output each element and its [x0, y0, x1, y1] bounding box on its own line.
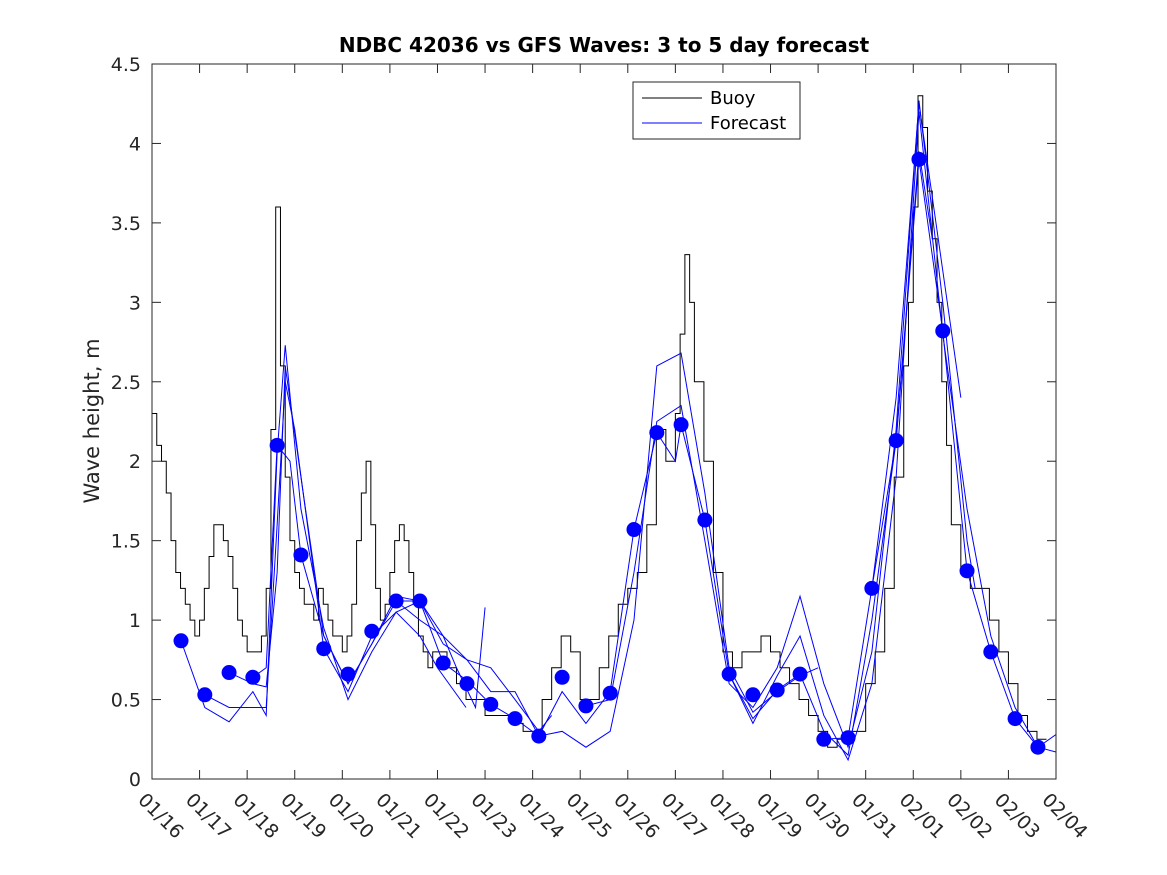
forecast-point [911, 151, 927, 167]
forecast-point [864, 580, 880, 596]
forecast-point [531, 728, 547, 744]
forecast-run-line [871, 103, 962, 589]
forecast-point [888, 433, 904, 449]
forecast-point [221, 665, 237, 681]
forecast-point [507, 711, 523, 727]
y-tick-label: 4.5 [111, 54, 141, 76]
forecast-point [412, 593, 428, 609]
forecast-point [269, 437, 285, 453]
y-tick-label: 2 [129, 451, 141, 473]
forecast-point [959, 563, 975, 579]
legend: Buoy Forecast [632, 81, 801, 140]
forecast-point [364, 623, 380, 639]
y-tick-label: 3 [129, 292, 141, 314]
legend-box [632, 81, 801, 140]
forecast-point [769, 682, 785, 698]
y-tick-label: 3.5 [111, 213, 141, 235]
y-tick-label: 1.5 [111, 531, 141, 553]
buoy-line [152, 95, 1047, 748]
forecast-point [388, 593, 404, 609]
forecast-point [554, 669, 570, 685]
y-tick-label: 0 [129, 769, 141, 791]
forecast-point [173, 633, 189, 649]
forecast-point [1030, 739, 1046, 755]
forecast-point [673, 417, 689, 433]
forecast-run-line [395, 352, 819, 748]
forecast-point [935, 323, 951, 339]
y-tick-label: 0.5 [111, 690, 141, 712]
legend-label-forecast: Forecast [710, 113, 786, 134]
forecast-point [816, 731, 832, 747]
legend-label-buoy: Buoy [710, 88, 756, 109]
y-tick-label: 4 [129, 133, 141, 155]
series-layer [152, 95, 1056, 762]
forecast-point [483, 696, 499, 712]
chart-title: NDBC 42036 vs GFS Waves: 3 to 5 day fore… [339, 33, 870, 57]
forecast-point [340, 666, 356, 682]
axes-box [151, 63, 1057, 780]
forecast-point [1007, 711, 1023, 727]
forecast-point [293, 547, 309, 563]
forecast-point [649, 425, 665, 441]
forecast-point [602, 685, 618, 701]
forecast-point [316, 641, 332, 657]
y-axis-label: Wave height, m [80, 338, 104, 503]
forecast-point [745, 687, 761, 703]
forecast-run-line [728, 111, 1056, 762]
forecast-point [697, 512, 713, 528]
forecast-point [840, 730, 856, 746]
forecast-point [245, 669, 261, 685]
y-tick-label: 2.5 [111, 372, 141, 394]
forecast-point [721, 666, 737, 682]
forecast-point [197, 687, 213, 703]
y-tick-label: 1 [129, 610, 141, 632]
forecast-run-line [180, 345, 467, 723]
forecast-point [983, 644, 999, 660]
forecast-point [792, 666, 808, 682]
forecast-point [626, 522, 642, 538]
forecast-point [435, 655, 451, 671]
forecast-point [459, 676, 475, 692]
plot-area [152, 64, 1056, 779]
forecast-point [578, 698, 594, 714]
